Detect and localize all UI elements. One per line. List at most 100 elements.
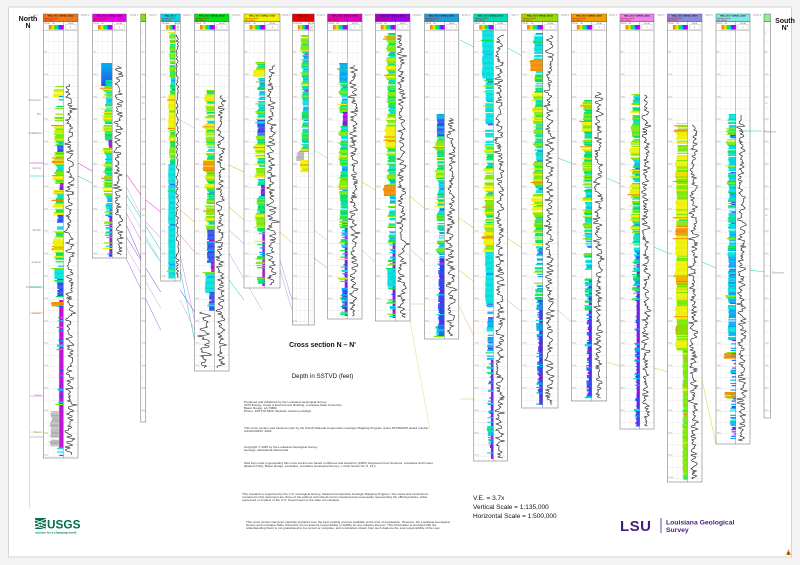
svg-text:8000: 8000 [142,388,146,390]
svg-text:1000: 1000 [425,74,429,76]
svg-text:1500: 1500 [142,96,146,98]
svg-text:3000: 3000 [93,164,97,166]
svg-text:SP/LAT: SP/LAT [219,22,225,25]
svg-text:4000: 4000 [93,208,97,210]
svg-text:1500: 1500 [572,96,576,98]
svg-text:SSTVD: SSTVD [475,23,481,25]
svg-text:500: 500 [293,52,296,54]
svg-text:8500: 8500 [475,410,479,412]
svg-text:3000: 3000 [376,164,380,166]
svg-text:2000: 2000 [293,119,297,121]
svg-text:6000: 6000 [572,298,576,300]
svg-text:2000: 2000 [142,119,146,121]
svg-text:4500: 4500 [522,231,526,233]
svg-text:4500: 4500 [293,231,297,233]
svg-text:5500: 5500 [293,276,297,278]
svg-text:6082 ft: 6082 ft [657,14,665,17]
svg-text:10717 ft: 10717 ft [365,14,374,17]
svg-text:2500: 2500 [161,141,165,143]
svg-text:9500: 9500 [668,455,672,457]
svg-text:Operator, Parish: Operator, Parish [572,17,586,20]
svg-text:8000: 8000 [572,388,576,390]
svg-text:Operator, Parish: Operator, Parish [425,17,439,20]
svg-text:WELL NO 1 SERIAL 23497: WELL NO 1 SERIAL 23497 [720,15,747,18]
svg-text:1: 1 [311,27,313,29]
svg-text:5952 ft: 5952 ft [705,14,713,17]
svg-text:Operator, Parish: Operator, Parish [328,17,342,20]
svg-text:9000: 9000 [44,432,48,434]
svg-text:3500: 3500 [425,186,429,188]
svg-text:500: 500 [425,52,428,54]
svg-text:4000: 4000 [572,208,576,210]
svg-text:5500: 5500 [245,276,249,278]
svg-text:SP/LAT: SP/LAT [692,22,698,25]
svg-text:1500: 1500 [668,96,672,98]
svg-text:4500: 4500 [195,231,199,233]
svg-text:8500: 8500 [765,410,769,412]
svg-text:6500: 6500 [44,320,48,322]
svg-text:6000: 6000 [44,298,48,300]
svg-text:GR: GR [167,23,170,25]
svg-text:USGS: USGS [47,518,81,532]
svg-text:3000: 3000 [572,164,576,166]
svg-text:GR: GR [725,23,728,25]
svg-text:3000: 3000 [44,164,48,166]
svg-text:2000: 2000 [328,119,332,121]
svg-text:WELL NO 1 SERIAL 83566: WELL NO 1 SERIAL 83566 [380,15,407,18]
svg-text:6500: 6500 [522,320,526,322]
svg-text:SSTVD: SSTVD [329,23,335,25]
svg-text:2000: 2000 [668,119,672,121]
svg-text:4500: 4500 [161,231,165,233]
svg-text:1000: 1000 [621,74,625,76]
svg-text:5000: 5000 [328,253,332,255]
svg-text:GR: GR [482,23,485,25]
svg-text:2500: 2500 [425,141,429,143]
svg-text:3500: 3500 [293,186,297,188]
svg-text:GR: GR [384,23,387,25]
svg-text:6500: 6500 [717,320,721,322]
svg-text:10: 10 [765,103,768,105]
svg-text:Operator, Parish: Operator, Parish [522,17,536,20]
svg-text:2500: 2500 [475,141,479,143]
svg-text:5500: 5500 [717,276,721,278]
svg-text:4500: 4500 [44,231,48,233]
svg-text:10140 ft: 10140 ft [753,14,762,17]
svg-text:6000: 6000 [328,298,332,300]
svg-text:1000: 1000 [522,74,526,76]
svg-text:WELL NO 1 SERIAL 11908: WELL NO 1 SERIAL 11908 [249,15,276,18]
svg-text:8000: 8000 [668,388,672,390]
svg-text:1000: 1000 [765,74,769,76]
svg-text:3500: 3500 [142,186,146,188]
svg-text:1500: 1500 [621,96,625,98]
svg-text:7500: 7500 [522,365,526,367]
svg-text:Operator, Parish: Operator, Parish [195,17,209,20]
svg-text:8500: 8500 [621,410,625,412]
svg-text:4500: 4500 [328,231,332,233]
svg-text:6000: 6000 [142,298,146,300]
svg-text:SP/LAT: SP/LAT [740,22,746,25]
svg-text:4000: 4000 [475,208,479,210]
svg-text:2500: 2500 [93,141,97,143]
svg-text:3500: 3500 [717,186,721,188]
svg-text:5500: 5500 [195,276,199,278]
svg-text:SP/LAT: SP/LAT [175,22,181,25]
svg-text:8000: 8000 [717,388,721,390]
svg-text:7000: 7000 [142,343,146,345]
svg-text:5000: 5000 [475,253,479,255]
svg-text:2000: 2000 [765,119,769,121]
svg-text:GR: GR [580,23,583,25]
svg-text:1: 1 [765,33,767,35]
svg-text:3000: 3000 [765,164,769,166]
svg-text:42698 ft: 42698 ft [561,14,570,17]
svg-text:500: 500 [195,52,198,54]
svg-text:SN: 384489: SN: 384489 [162,20,172,22]
svg-text:8500: 8500 [142,410,146,412]
svg-text:5500: 5500 [475,276,479,278]
svg-text:3500: 3500 [195,186,199,188]
svg-text:WELL NO 1 SERIAL 82001: WELL NO 1 SERIAL 82001 [429,15,456,18]
svg-text:SN: 553038: SN: 553038 [328,20,338,22]
svg-text:7500: 7500 [717,365,721,367]
svg-text:5000: 5000 [765,253,769,255]
svg-text:3000: 3000 [717,164,721,166]
svg-text:2000: 2000 [717,119,721,121]
